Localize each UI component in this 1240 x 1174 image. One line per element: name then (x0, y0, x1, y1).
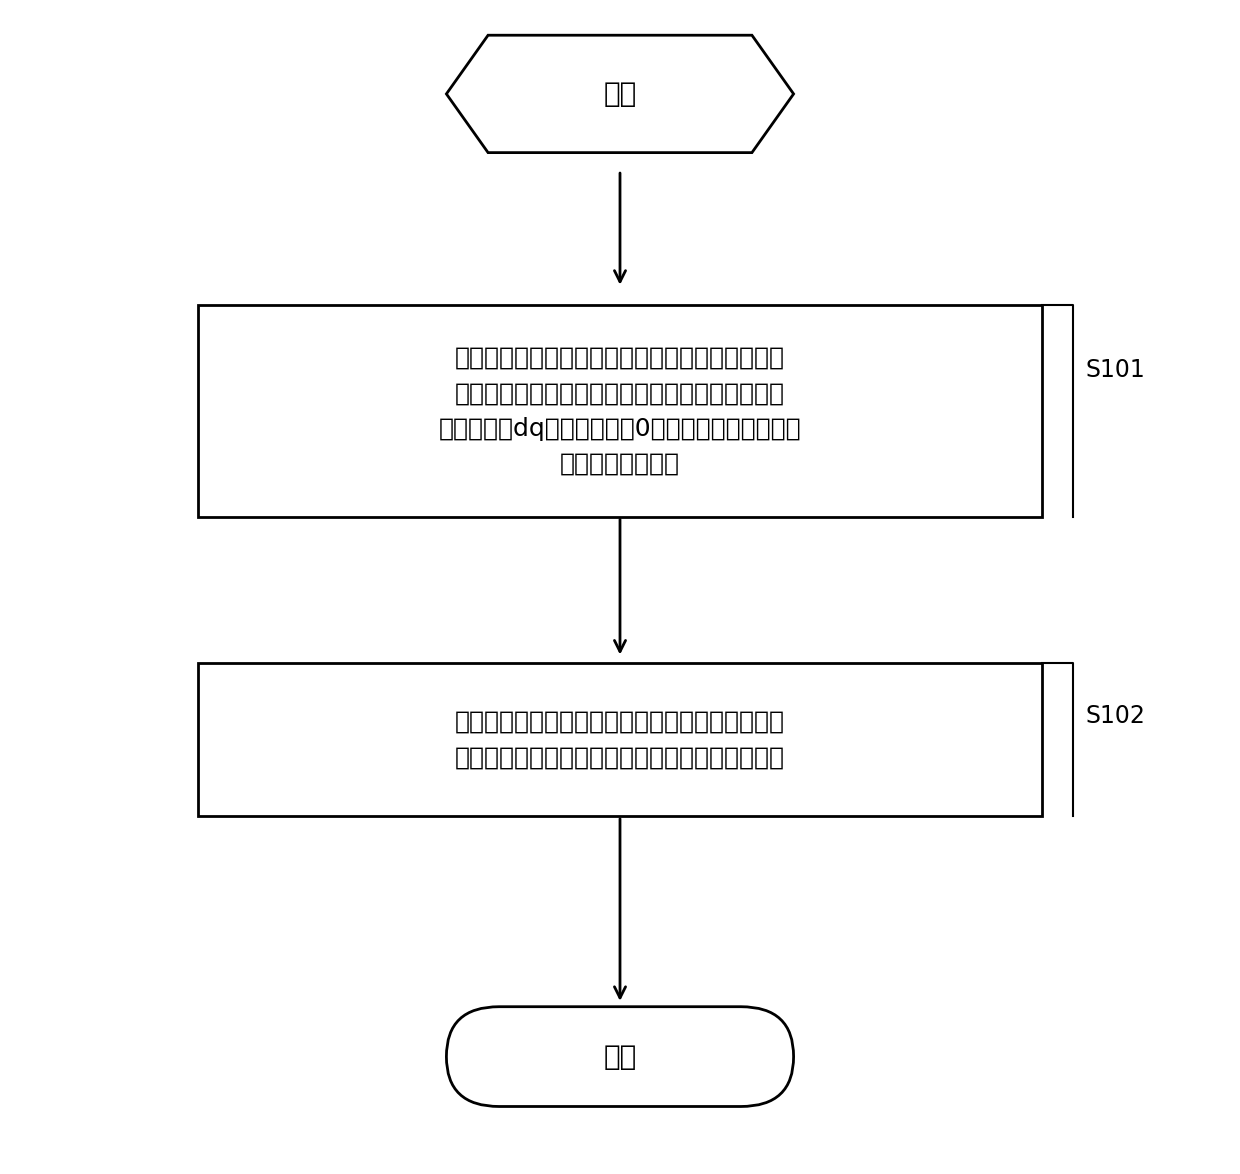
Text: S101: S101 (1085, 358, 1145, 382)
Text: 开始: 开始 (604, 80, 636, 108)
Text: 分别控制永磁同步电机运行在正反两个方向上的特
定转速，并在电机控制器工作于电流环模式且永磁
同步电机的dq轴电流指令为0时，获取相应方向所对
应的电流环输出值: 分别控制永磁同步电机运行在正反两个方向上的特 定转速，并在电机控制器工作于电流环… (439, 346, 801, 475)
Text: 依据正反两个方向所对应的电流环输出值以及初始
位置角的预设初始值，计算得到初始位置角标定值: 依据正反两个方向所对应的电流环输出值以及初始 位置角的预设初始值，计算得到初始位… (455, 710, 785, 769)
Text: S102: S102 (1085, 704, 1145, 728)
Text: 结束: 结束 (604, 1043, 636, 1071)
